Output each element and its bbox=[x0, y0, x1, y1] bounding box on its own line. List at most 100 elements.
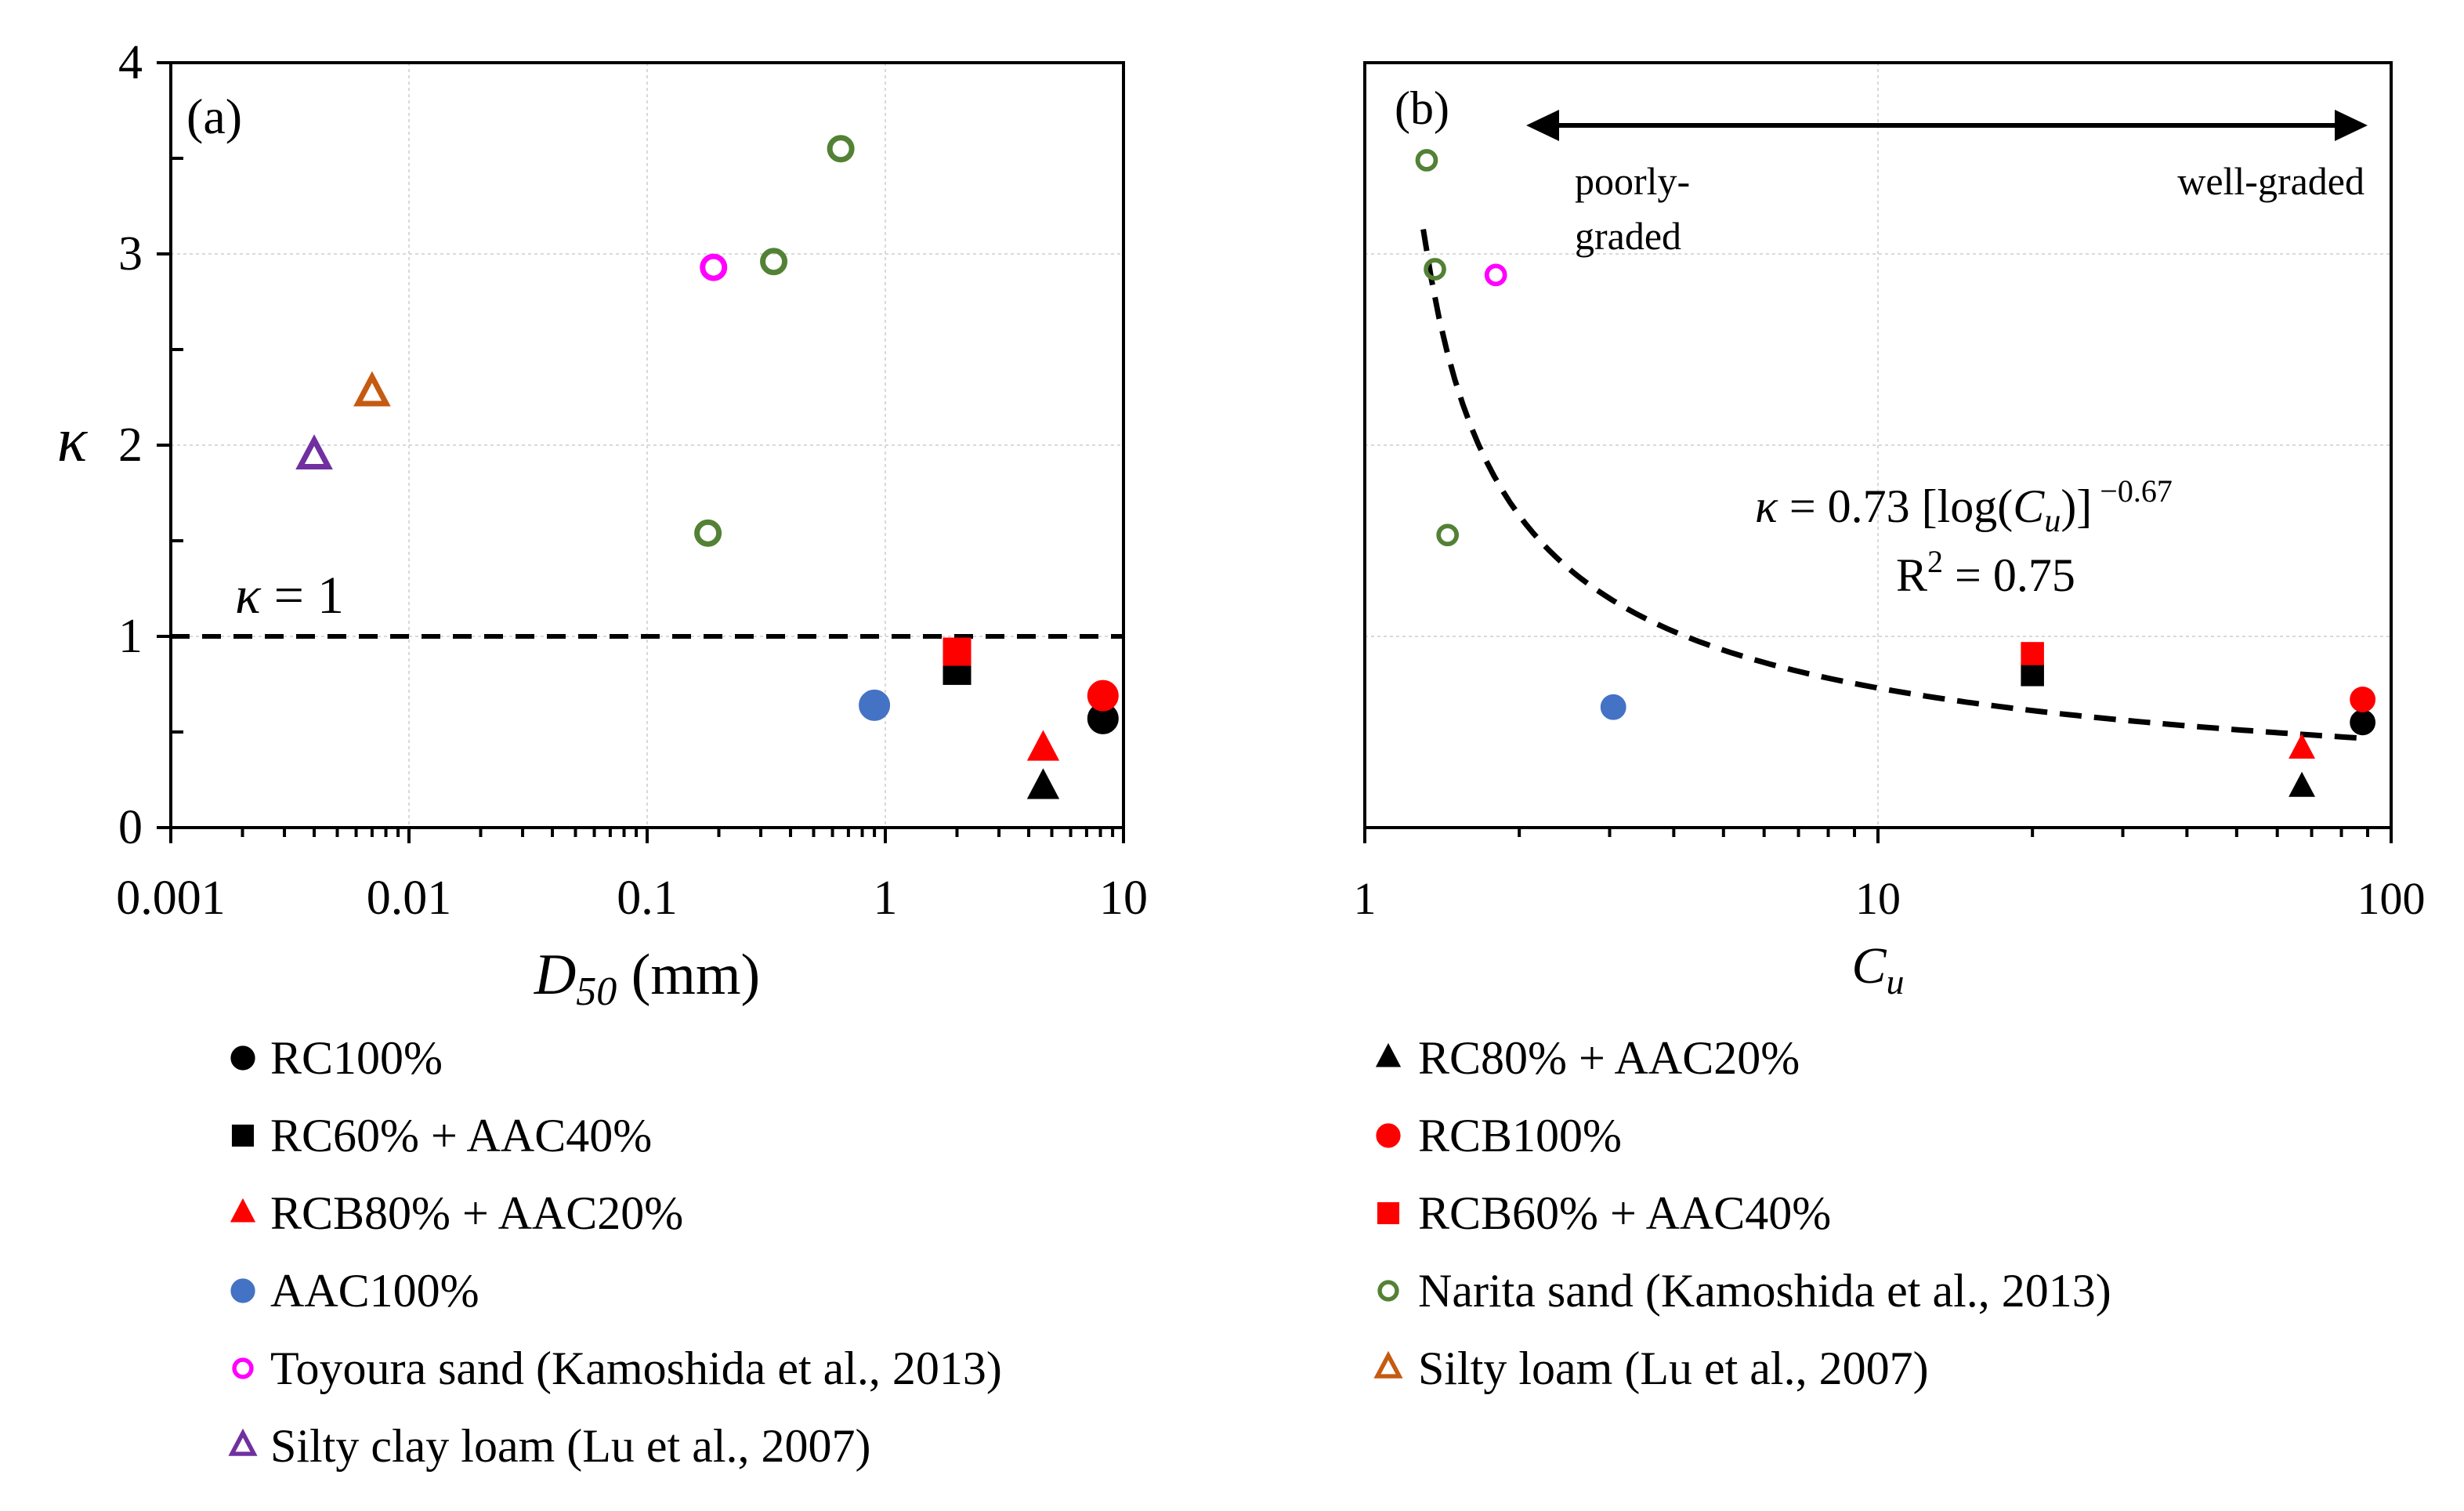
point-narita-sand-kamoshida-et-al-2013 bbox=[694, 519, 722, 547]
point-narita-sand-kamoshida-et-al-2013 bbox=[1424, 258, 1446, 281]
point-narita-sand-kamoshida-et-al-2013 bbox=[1415, 149, 1438, 172]
x-axis-symbol: D bbox=[534, 943, 576, 1007]
legend-item-toyoura-sand-kamoshida-et-al-2013: Toyoura sand (Kamoshida et al., 2013) bbox=[232, 1343, 1002, 1394]
fit-curve bbox=[1420, 229, 2368, 741]
point-rc100 bbox=[2350, 709, 2376, 736]
equation-kappa: κ bbox=[1755, 480, 1778, 532]
legend-marker bbox=[232, 1357, 254, 1379]
y-tick-label: 4 bbox=[118, 36, 143, 89]
panel-a-chart: 0.001 0.01 0.1 1 10 0 1 2 3 4 D50 (mm) κ (a) κ = 1 bbox=[57, 36, 1148, 1014]
r-squared: R2 = 0.75 bbox=[1896, 544, 2075, 601]
legend-item-silty-clay-loam-lu-et-al-2007: Silty clay loam (Lu et al., 2007) bbox=[228, 1420, 871, 1472]
legend-marker bbox=[1373, 1350, 1403, 1379]
r2-value: = 0.75 bbox=[1943, 549, 2075, 601]
reference-line-label: κ = 1 bbox=[235, 565, 344, 625]
legend-label: RC100% bbox=[270, 1032, 443, 1084]
x-tick-label: 10 bbox=[1855, 873, 1901, 924]
x-axis-subscript: u bbox=[1887, 962, 1905, 1002]
point-narita-sand-kamoshida-et-al-2013 bbox=[1436, 524, 1460, 547]
legend-label: RC60% + AAC40% bbox=[270, 1110, 652, 1161]
equation-exponent: −0.67 bbox=[2092, 473, 2173, 509]
legend-marker bbox=[231, 1124, 255, 1147]
legend-marker bbox=[230, 1198, 256, 1223]
legend-label: Silty loam (Lu et al., 2007) bbox=[1418, 1343, 1929, 1394]
point-rc60-aac40 bbox=[2021, 663, 2044, 687]
legend-label: Narita sand (Kamoshida et al., 2013) bbox=[1418, 1265, 2111, 1317]
point-toyoura-sand-kamoshida-et-al-2013 bbox=[1484, 263, 1507, 287]
y-tick-label: 3 bbox=[118, 227, 143, 281]
point-aac100 bbox=[859, 689, 891, 721]
point-rcb60-aac40 bbox=[943, 637, 971, 666]
point-aac100 bbox=[1600, 694, 1626, 720]
poorly-graded-label-line2: graded bbox=[1575, 214, 1681, 258]
legend-item-aac100: AAC100% bbox=[230, 1265, 479, 1317]
point-silty-loam-lu-et-al-2007 bbox=[353, 371, 391, 407]
x-axis-label: D50 (mm) bbox=[534, 943, 760, 1014]
legend-label: Toyoura sand (Kamoshida et al., 2013) bbox=[270, 1343, 1002, 1394]
legend-item-rc80-aac20: RC80% + AAC20% bbox=[1375, 1032, 1800, 1084]
legend-item-rc100: RC100% bbox=[230, 1032, 443, 1084]
legend-item-silty-loam-lu-et-al-2007: Silty loam (Lu et al., 2007) bbox=[1373, 1343, 1929, 1394]
r2-symbol: R bbox=[1896, 549, 1927, 601]
panel-b-chart: 1 10 100 Cu (b) poorly-graded well-graded κ = 0… bbox=[1354, 61, 2426, 1002]
x-tick-label: 10 bbox=[1099, 871, 1148, 925]
point-rcb60-aac40 bbox=[2021, 642, 2044, 665]
gradation-arrow-left-head bbox=[1526, 110, 1559, 141]
r2-superscript: 2 bbox=[1927, 544, 1943, 579]
legend-label: RCB60% + AAC40% bbox=[1418, 1187, 1831, 1239]
point-toyoura-sand-kamoshida-et-al-2013 bbox=[700, 253, 728, 281]
point-narita-sand-kamoshida-et-al-2013 bbox=[827, 135, 855, 163]
point-rc80-aac20 bbox=[1026, 768, 1060, 799]
reference-label-symbol: κ bbox=[235, 565, 262, 625]
x-tick-label: 1 bbox=[1354, 873, 1377, 924]
point-narita-sand-kamoshida-et-al-2013 bbox=[760, 248, 788, 276]
legend-marker bbox=[1376, 1123, 1401, 1148]
equation-close: )] bbox=[2061, 480, 2092, 532]
gradation-arrow-right-head bbox=[2335, 110, 2368, 141]
legend-item-rcb60-aac40: RCB60% + AAC40% bbox=[1377, 1187, 1831, 1239]
y-tick-label: 0 bbox=[118, 801, 143, 854]
x-axis-unit: (mm) bbox=[617, 943, 760, 1007]
x-tick-label: 0.01 bbox=[367, 871, 452, 925]
point-silty-clay-loam-lu-et-al-2007 bbox=[295, 434, 333, 470]
point-rcb80-aac20 bbox=[1026, 730, 1060, 761]
equation-body: = 0.73 [log( bbox=[1778, 480, 2013, 532]
y-tick-label: 2 bbox=[118, 419, 143, 472]
fit-equation: κ = 0.73 [log(Cu)] −0.67 bbox=[1755, 473, 2173, 539]
legend-item-narita-sand-kamoshida-et-al-2013: Narita sand (Kamoshida et al., 2013) bbox=[1377, 1265, 2111, 1317]
x-axis-symbol: C bbox=[1851, 937, 1887, 995]
equation-var: C bbox=[2013, 480, 2045, 532]
legend-item-rc60-aac40: RC60% + AAC40% bbox=[231, 1110, 652, 1161]
point-rc80-aac20 bbox=[2289, 771, 2316, 797]
y-tick-label: 1 bbox=[118, 610, 143, 663]
y-axis-label: κ bbox=[57, 406, 89, 475]
legend-marker bbox=[1377, 1280, 1399, 1302]
legend-label: Silty clay loam (Lu et al., 2007) bbox=[270, 1420, 871, 1472]
legend-marker bbox=[228, 1428, 258, 1456]
legend-label: RCB100% bbox=[1418, 1110, 1622, 1161]
x-axis-label: Cu bbox=[1851, 937, 1904, 1002]
x-tick-label: 100 bbox=[2357, 873, 2426, 924]
x-tick-label: 1 bbox=[874, 871, 898, 925]
x-axis-subscript: 50 bbox=[576, 969, 617, 1014]
legend-item-rcb80-aac20: RCB80% + AAC20% bbox=[230, 1187, 683, 1239]
legend-label: AAC100% bbox=[270, 1265, 479, 1317]
point-rcb100 bbox=[1087, 679, 1119, 712]
legend-marker bbox=[230, 1278, 255, 1303]
x-tick-label: 0.1 bbox=[617, 871, 678, 925]
panel-label: (b) bbox=[1395, 82, 1449, 134]
point-rcb100 bbox=[2350, 687, 2376, 712]
legend-label: RC80% + AAC20% bbox=[1418, 1032, 1800, 1084]
x-tick-label: 0.001 bbox=[116, 871, 226, 925]
legend-item-rcb100: RCB100% bbox=[1376, 1110, 1622, 1161]
legend-marker bbox=[1377, 1201, 1400, 1225]
legend-label: RCB80% + AAC20% bbox=[270, 1187, 683, 1239]
well-graded-label: well-graded bbox=[2177, 159, 2364, 203]
legend-marker bbox=[230, 1045, 255, 1071]
panel-label: (a) bbox=[186, 89, 242, 144]
reference-label-value: = 1 bbox=[261, 565, 344, 625]
poorly-graded-label-line1: poorly- bbox=[1575, 159, 1690, 203]
equation-var-sub: u bbox=[2044, 503, 2061, 539]
legend-marker bbox=[1375, 1042, 1402, 1067]
